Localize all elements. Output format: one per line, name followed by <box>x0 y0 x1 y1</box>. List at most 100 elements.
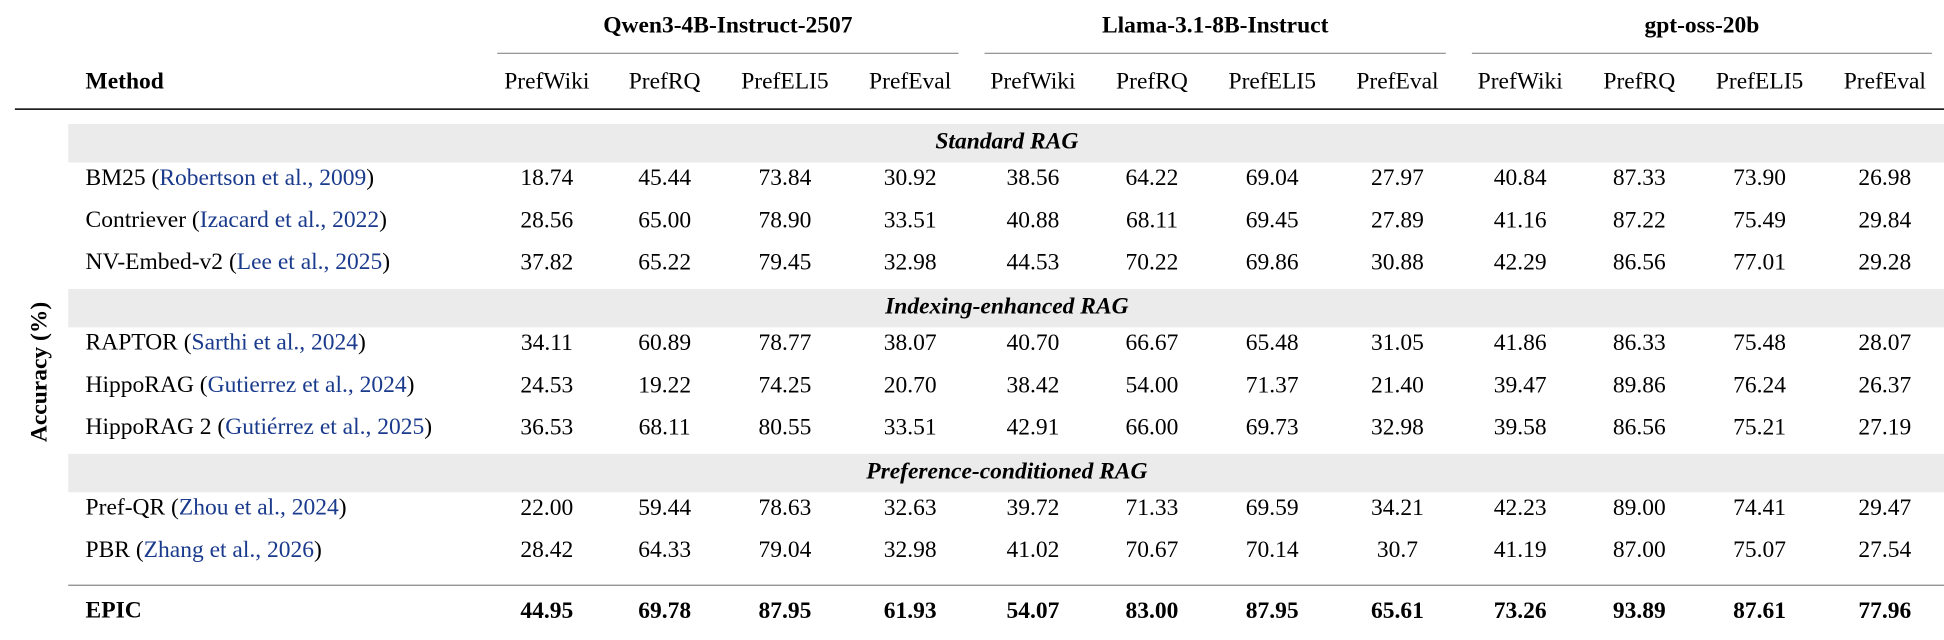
value-cell: 75.07 <box>1733 537 1786 563</box>
value-cell: 68.11 <box>1126 207 1178 233</box>
citation-part: ( <box>136 537 144 563</box>
value-cell: 40.88 <box>1006 207 1059 233</box>
value-cell: 19.22 <box>638 372 691 398</box>
column-header: PrefELI5 <box>1716 68 1803 94</box>
value-cell: 70.14 <box>1246 537 1299 563</box>
value-cell: 40.70 <box>1006 330 1059 356</box>
value-cell: 77.01 <box>1733 250 1786 276</box>
value-cell: 44.95 <box>520 598 573 624</box>
method-name: EPIC <box>86 598 142 624</box>
citation-part: Gutierrez et al., 2024 <box>208 372 407 398</box>
header-method: Method <box>86 68 164 94</box>
citation-part: Gutiérrez et al., 2025 <box>225 414 424 440</box>
group-title: Qwen3-4B-Instruct-2507 <box>603 13 853 39</box>
method-name: HippoRAG <box>86 372 194 398</box>
column-header: PrefRQ <box>629 68 701 94</box>
value-cell: 73.90 <box>1733 165 1786 191</box>
value-cell: 79.45 <box>758 250 811 276</box>
section-title: Indexing-enhanced RAG <box>884 294 1129 320</box>
value-cell: 86.56 <box>1613 414 1666 440</box>
group-title: gpt-oss-20b <box>1644 13 1759 39</box>
value-cell: 87.22 <box>1613 207 1666 233</box>
section-band <box>68 124 1944 163</box>
value-cell: 37.82 <box>520 250 573 276</box>
value-cell: 28.42 <box>520 537 573 563</box>
value-cell: 86.33 <box>1613 330 1666 356</box>
column-header: PrefWiki <box>1478 68 1564 94</box>
citation: (Lee et al., 2025) <box>229 250 390 276</box>
value-cell: 32.63 <box>884 495 937 521</box>
method-name: HippoRAG 2 <box>86 414 212 440</box>
citation-part: ) <box>339 495 347 521</box>
citation-part: Zhang et al., 2026 <box>144 537 315 563</box>
value-cell: 71.37 <box>1246 372 1299 398</box>
value-cell: 41.19 <box>1494 537 1547 563</box>
value-cell: 38.07 <box>884 330 937 356</box>
value-cell: 36.53 <box>520 414 573 440</box>
method-name: NV-Embed-v2 <box>86 250 224 276</box>
value-cell: 66.00 <box>1126 414 1179 440</box>
value-cell: 65.48 <box>1246 330 1299 356</box>
value-cell: 75.48 <box>1733 330 1786 356</box>
value-cell: 87.95 <box>1246 598 1299 624</box>
column-header: PrefRQ <box>1116 68 1188 94</box>
section-band <box>68 288 1944 328</box>
value-cell: 60.89 <box>638 330 691 356</box>
citation-part: Sarthi et al., 2024 <box>192 330 359 356</box>
value-cell: 32.98 <box>1371 414 1424 440</box>
citation-part: ( <box>192 207 200 233</box>
method-name: RAPTOR <box>86 330 179 356</box>
citation-part: ) <box>379 207 387 233</box>
value-cell: 59.44 <box>638 495 691 521</box>
value-cell: 69.78 <box>638 598 691 624</box>
column-header: PrefEval <box>1356 68 1439 94</box>
citation-part: ) <box>358 330 366 356</box>
section-band <box>68 453 1944 493</box>
value-cell: 26.37 <box>1858 372 1911 398</box>
value-cell: 27.97 <box>1371 165 1424 191</box>
value-cell: 38.56 <box>1006 165 1059 191</box>
value-cell: 28.07 <box>1858 330 1911 356</box>
value-cell: 42.23 <box>1494 495 1547 521</box>
citation: (Robertson et al., 2009) <box>152 165 375 191</box>
value-cell: 41.16 <box>1494 207 1547 233</box>
value-cell: 26.98 <box>1858 165 1911 191</box>
value-cell: 73.84 <box>758 165 811 191</box>
value-cell: 79.04 <box>758 537 811 563</box>
value-cell: 27.54 <box>1858 537 1911 563</box>
value-cell: 86.56 <box>1613 250 1666 276</box>
value-cell: 39.47 <box>1494 372 1547 398</box>
section-title: Preference-conditioned RAG <box>865 458 1147 484</box>
citation-part: ) <box>407 372 415 398</box>
method-cell: BM25 (Robertson et al., 2009) <box>86 165 375 191</box>
citation-part: ( <box>229 250 237 276</box>
value-cell: 87.00 <box>1613 537 1666 563</box>
method-name: BM25 <box>86 165 146 191</box>
value-cell: 45.44 <box>638 165 691 191</box>
value-cell: 83.00 <box>1126 598 1179 624</box>
column-header: PrefELI5 <box>1229 68 1316 94</box>
citation-part: ( <box>200 372 208 398</box>
value-cell: 44.53 <box>1006 250 1059 276</box>
value-cell: 89.00 <box>1613 495 1666 521</box>
citation-part: ) <box>366 165 374 191</box>
value-cell: 69.04 <box>1246 165 1299 191</box>
value-cell: 78.77 <box>758 330 811 356</box>
value-cell: 70.67 <box>1126 537 1179 563</box>
section-title: Standard RAG <box>935 129 1078 155</box>
value-cell: 33.51 <box>884 207 937 233</box>
value-cell: 75.21 <box>1733 414 1786 440</box>
value-cell: 73.26 <box>1494 598 1547 624</box>
value-cell: 42.29 <box>1494 250 1547 276</box>
citation-part: ( <box>184 330 192 356</box>
value-cell: 69.45 <box>1246 207 1299 233</box>
value-cell: 54.00 <box>1126 372 1179 398</box>
value-cell: 29.84 <box>1858 207 1911 233</box>
value-cell: 41.02 <box>1006 537 1059 563</box>
value-cell: 93.89 <box>1613 598 1666 624</box>
citation-part: ) <box>314 537 322 563</box>
column-header: PrefEval <box>1844 68 1927 94</box>
value-cell: 68.11 <box>639 414 691 440</box>
value-cell: 29.28 <box>1858 250 1911 276</box>
